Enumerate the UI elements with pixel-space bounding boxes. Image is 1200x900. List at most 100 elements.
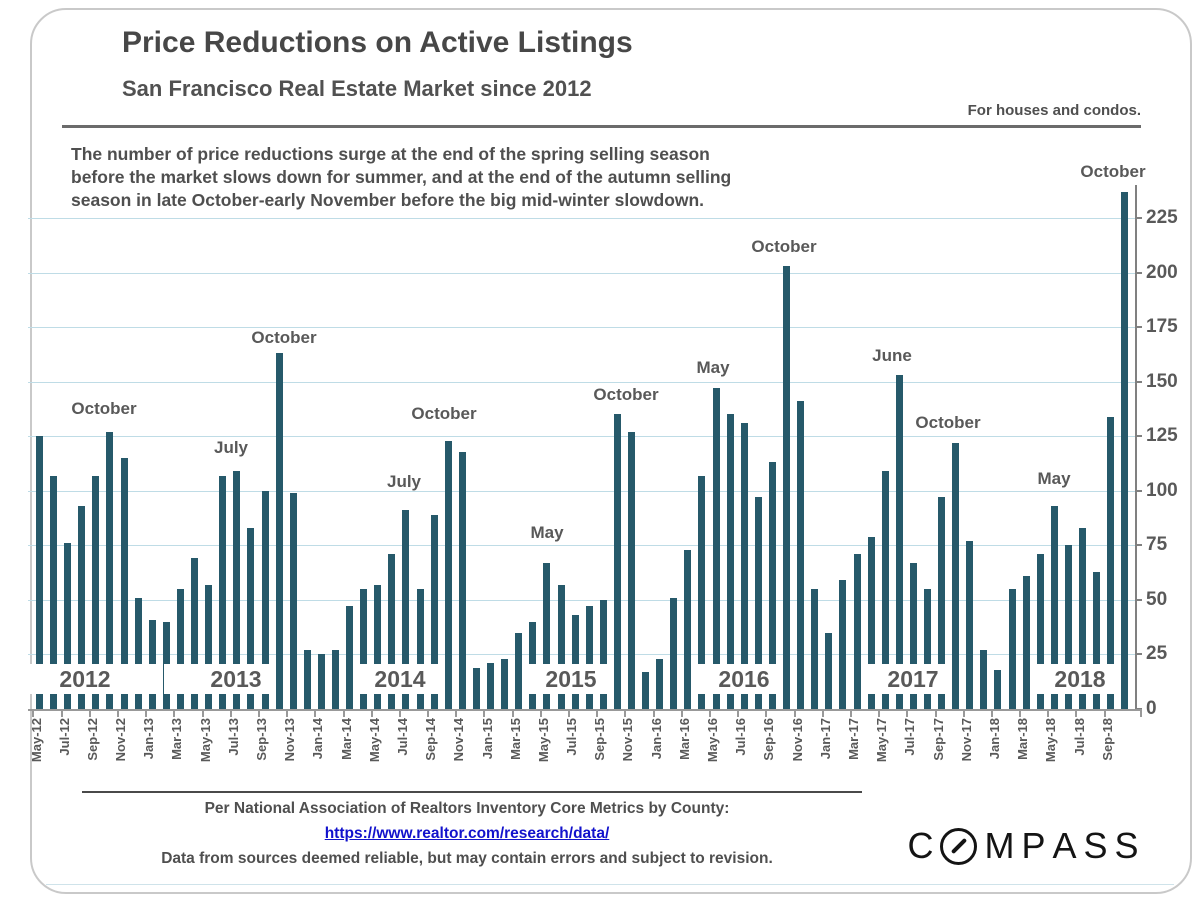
peak-annotation-july-3: July — [386, 472, 422, 491]
x-axis-tick — [314, 709, 317, 717]
x-label-Jul-15: Jul-15 — [564, 718, 580, 756]
x-label-May-12: May-12 — [28, 718, 44, 763]
gridline-75 — [28, 545, 1135, 547]
x-axis-tick — [370, 709, 373, 717]
x-axis-tick — [201, 709, 204, 717]
bar-Jul-16 — [740, 423, 748, 709]
x-axis-tick — [878, 709, 881, 717]
bar-Jan-16 — [656, 658, 664, 709]
bar-Jan-14 — [317, 654, 325, 709]
x-label-Jul-16: Jul-16 — [733, 718, 749, 756]
bar-Mar-18 — [1022, 575, 1030, 709]
x-axis-tick — [652, 709, 655, 717]
x-label-Mar-15: Mar-15 — [507, 718, 523, 760]
bar-Jun-14 — [388, 554, 396, 709]
bar-Sep-16 — [768, 462, 776, 709]
x-label-Sep-13: Sep-13 — [254, 718, 270, 761]
compass-needle-o-icon — [940, 827, 978, 865]
bar-Apr-16 — [698, 475, 706, 709]
x-axis-tick — [511, 709, 514, 717]
bar-Oct-18 — [1121, 191, 1129, 709]
x-axis-tick — [145, 709, 148, 717]
bar-Jun-12 — [50, 475, 58, 709]
y-tick-50 — [1135, 598, 1142, 601]
bar-Jul-15 — [571, 615, 579, 709]
x-axis-tick — [849, 709, 852, 717]
x-axis-tick — [1019, 709, 1022, 717]
x-label-Sep-12: Sep-12 — [84, 718, 100, 761]
bar-Jul-14 — [402, 510, 410, 709]
bar-Aug-16 — [754, 497, 762, 709]
gridline-175 — [28, 327, 1135, 329]
x-label-Mar-13: Mar-13 — [169, 718, 185, 760]
x-axis-tick — [680, 709, 683, 717]
y-tick-75 — [1135, 544, 1142, 547]
year-label-2012: 2012 — [59, 666, 111, 692]
bar-Feb-18 — [1008, 589, 1016, 709]
year-label-2016: 2016 — [718, 666, 770, 692]
bar-Oct-14 — [444, 440, 452, 709]
bar-Apr-14 — [360, 589, 368, 709]
x-axis-tick — [596, 709, 599, 717]
x-axis-tick — [709, 709, 711, 717]
bar-Dec-17 — [980, 650, 988, 709]
x-label-Nov-16: Nov-16 — [789, 718, 805, 762]
bar-Nov-14 — [458, 451, 466, 709]
peak-annotation-october-0: October — [71, 399, 137, 418]
x-axis-tick — [765, 709, 768, 717]
x-label-Mar-17: Mar-17 — [846, 718, 861, 760]
peak-annotation-may-7: May — [696, 358, 730, 377]
peak-annotation-may-11: May — [1037, 469, 1071, 488]
logo-letter-c: C — [907, 825, 934, 866]
x-axis-tick — [962, 709, 965, 717]
bar-Aug-14 — [416, 589, 424, 709]
x-axis-tick — [483, 709, 486, 717]
bar-Dec-12 — [134, 597, 142, 709]
footer-rule — [82, 791, 862, 793]
footer: Per National Association of Realtors Inv… — [62, 800, 872, 868]
source-link[interactable]: https://www.realtor.com/research/data/ — [324, 825, 610, 842]
y-axis — [1135, 185, 1137, 710]
x-label-Jul-14: Jul-14 — [394, 718, 410, 756]
x-label-May-15: May-15 — [535, 718, 551, 763]
bar-Dec-16 — [811, 589, 819, 709]
x-axis-tick — [427, 709, 430, 717]
y-tick-150 — [1135, 380, 1142, 383]
gridline-125 — [28, 436, 1135, 438]
x-label-Jan-13: Jan-13 — [141, 718, 157, 760]
page-title: Price Reductions on Active Listings — [122, 26, 633, 59]
peak-annotation-october-6: October — [593, 385, 659, 404]
bar-May-16 — [712, 388, 720, 709]
bar-Jan-17 — [825, 632, 833, 709]
year-band-2013 — [164, 664, 274, 694]
year-band-2016 — [694, 664, 778, 694]
y-tick-100 — [1135, 489, 1142, 492]
bar-Nov-17 — [966, 541, 974, 709]
y-tick-label-200: 200 — [1146, 261, 1178, 283]
bar-Apr-13 — [191, 558, 199, 709]
bar-Feb-17 — [839, 580, 847, 709]
footer-source-text: Per National Association of Realtors Inv… — [204, 800, 730, 817]
bar-Feb-15 — [501, 658, 509, 709]
bar-Sep-14 — [430, 514, 438, 709]
year-band-2017 — [862, 664, 946, 694]
x-label-Jul-13: Jul-13 — [225, 718, 241, 756]
bar-Mar-17 — [853, 554, 861, 709]
logo-letter-m-0: M — [984, 825, 1015, 866]
peak-annotation-october-8: October — [751, 237, 817, 256]
bar-Oct-13 — [275, 353, 283, 709]
bar-Sep-12 — [92, 475, 100, 709]
bar-Aug-15 — [585, 606, 593, 709]
bar-Jun-18 — [1064, 545, 1072, 709]
header-rule — [62, 125, 1141, 128]
y-tick-label-100: 100 — [1146, 479, 1178, 501]
bar-Jun-15 — [557, 584, 565, 709]
bar-May-14 — [374, 584, 382, 709]
bar-Nov-13 — [289, 493, 297, 709]
x-axis-tick — [257, 709, 260, 717]
x-axis-tick — [793, 709, 796, 717]
bar-Mar-14 — [346, 606, 354, 709]
y-tick-25 — [1135, 653, 1142, 656]
bar-Oct-12 — [106, 431, 114, 709]
gridline-100 — [28, 490, 1135, 492]
